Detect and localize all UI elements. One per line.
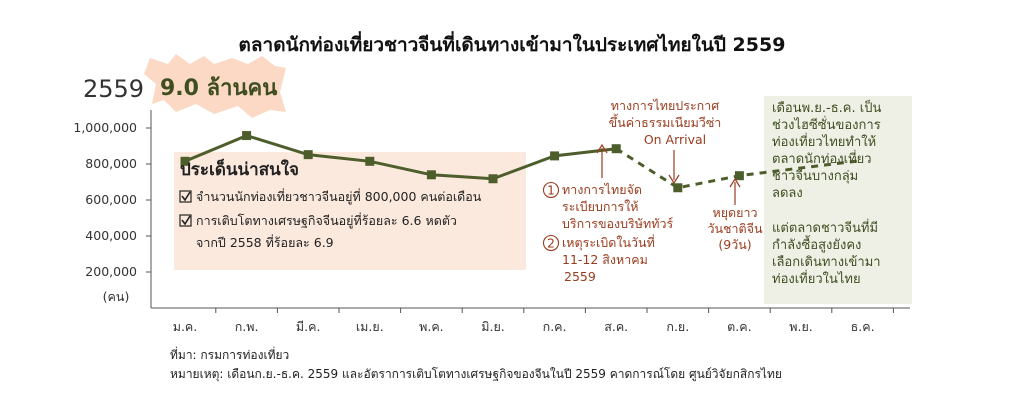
data-point-marker [734,171,744,181]
checkbox-icon [179,190,192,203]
forecast-panel [764,96,912,304]
forecast-note-top: เดือนพ.ย.-ธ.ค. เป็น ช่วงไฮซีซั่นของการ ท… [772,98,881,201]
x-ticks: ม.ค. ก.พ. มี.ค. เม.ย. พ.ค. มิ.ย. ก.ค. ส.ค. ก.ย. ต… [173,308,894,334]
y-tick-label: 400,000 [85,228,137,243]
x-tick-label: ต.ค. [727,319,751,334]
footer-source: ที่มา: กรมการท่องเที่ยว [170,346,289,362]
annotation-bomb-line-1: เหตุระเบิดในวันที่ [562,234,655,251]
y-tick-label: 200,000 [85,264,137,279]
x-tick-label: พ.ค. [419,319,444,334]
data-point-marker [550,151,560,161]
y-tick-label: 800,000 [85,156,137,171]
x-tick-label: ก.ค. [543,319,567,334]
annotation-holiday: หยุดยาว วันชาติจีน (9วัน) [707,177,763,252]
x-tick-label: ก.พ. [235,319,259,334]
check-mark-icon [181,191,191,202]
data-point-marker [365,156,375,166]
forecast-note-top-4: ตลาดนักท่องเที่ยว [772,150,872,167]
checkbox-icon [179,214,192,227]
forecast-note-bottom-2: กำลังซื้อสูงยังคง [772,235,861,253]
highlight-title: ประเด็นน่าสนใจ [180,157,299,180]
checkbox-item-1: จำนวนนักท่องเที่ยวชาวจีนอยู่ที่ 800,000 … [179,188,482,205]
forecast-note-top-6: ลดลง [772,186,803,201]
checkbox-item-2: การเติบโตทางเศรษฐกิจจีนอยู่ที่ร้อยละ 6.6… [179,212,457,250]
data-point-marker [242,131,252,141]
forecast-note-bottom: แต่ตลาดชาวจีนที่มี กำลังซื้อสูงยังคง เลื… [772,219,881,287]
arrow-head-icon [668,174,680,185]
annotation-tour-line-1: ทางการไทยจัด [562,182,642,197]
number-circle-icon [542,234,560,252]
annotation-visa-line-2: ขึ้นค่าธรรมเนียมวีซ่า [609,113,722,130]
data-point-marker [426,170,436,180]
annotation-tour-line-2: ระเบียบการให้ [562,199,639,214]
x-tick-label: ธ.ค. [851,319,875,334]
headline-burst [144,54,286,118]
check-mark-icon [181,215,191,226]
annotation-holiday-line-1: หยุดยาว [712,205,757,221]
series-line-actual [184,133,617,181]
x-tick-label: ก.ย. [666,319,689,334]
series-line-group [180,131,863,193]
annotation-events: 1 ทางการไทยจัด ระเบียบการให้ บริการของบร… [542,143,673,284]
headline-value: 9.0 ล้านคน [160,76,277,101]
number-circle-icon [542,181,560,199]
highlight-item-3: จากปี 2558 ที่ร้อยละ 6.9 [196,234,334,250]
x-tick-label: มี.ค. [296,319,321,334]
forecast-note-top-2: ช่วงไฮซีซั่นของการ [772,116,881,133]
forecast-note-top-3: ท่องเที่ยวไทยทำให้ [772,133,876,150]
highlight-item-1: จำนวนนักท่องเที่ยวชาวจีนอยู่ที่ 800,000 … [196,188,482,205]
y-tick-label: 600,000 [85,192,137,207]
data-point-marker [673,183,683,193]
annotation-visa-line-3: On Arrival [644,132,706,147]
data-point-marker [611,144,621,154]
y-axis-unit: (คน) [103,289,130,304]
footer-note: หมายเหตุ: เดือนก.ย.-ธ.ค. 2559 และอัตรากา… [170,367,782,382]
data-point-marker [303,150,313,160]
x-tick-label: เม.ย. [356,319,384,334]
annotation-bomb-line-3: 2559 [564,269,596,284]
forecast-note-top-1: เดือนพ.ย.-ธ.ค. เป็น [772,98,881,116]
arrow-head-icon [729,177,741,188]
data-point-marker [180,156,190,166]
forecast-note-bottom-1: แต่ตลาดชาวจีนที่มี [772,219,878,236]
y-tick-label: 1,000,000 [73,120,137,135]
x-tick-label: พ.ย. [789,319,813,334]
x-tick-label: มิ.ย. [481,319,505,334]
annotation-tour-number: 1 [547,183,555,198]
y-ticks: 200,000 400,000 600,000 800,000 1,000,000 [73,120,151,279]
headline-year: 2559 [83,75,144,103]
chart-title: ตลาดนักท่องเที่ยวชาวจีนที่เดินทางเข้ามาใ… [239,31,786,56]
arrow-head-icon [596,143,608,154]
forecast-note-bottom-3: เลือกเดินทางเข้ามา [772,254,881,270]
annotation-bomb-line-2: 11-12 สิงหาคม [562,252,648,267]
annotation-visa: ทางการไทยประกาศ ขึ้นค่าธรรมเนียมวีซ่า On… [609,98,722,185]
x-tick-label: ส.ค. [604,319,628,334]
forecast-note-bottom-4: ท่องเที่ยวในไทย [772,270,861,287]
annotation-visa-line-1: ทางการไทยประกาศ [611,98,719,113]
annotation-tour-line-3: บริการของบริษัททัวร์ [562,216,673,231]
highlight-box-bg [174,152,526,270]
data-point-marker [488,174,498,184]
annotation-bomb-number: 2 [547,236,555,251]
x-tick-label: ม.ค. [173,319,198,334]
annotation-holiday-line-2: วันชาติจีน [707,221,763,236]
highlight-item-2: การเติบโตทางเศรษฐกิจจีนอยู่ที่ร้อยละ 6.6… [196,212,457,229]
annotation-holiday-line-3: (9วัน) [718,237,751,252]
forecast-note-top-5: ชาวจีนบางกลุ่ม [772,168,858,184]
